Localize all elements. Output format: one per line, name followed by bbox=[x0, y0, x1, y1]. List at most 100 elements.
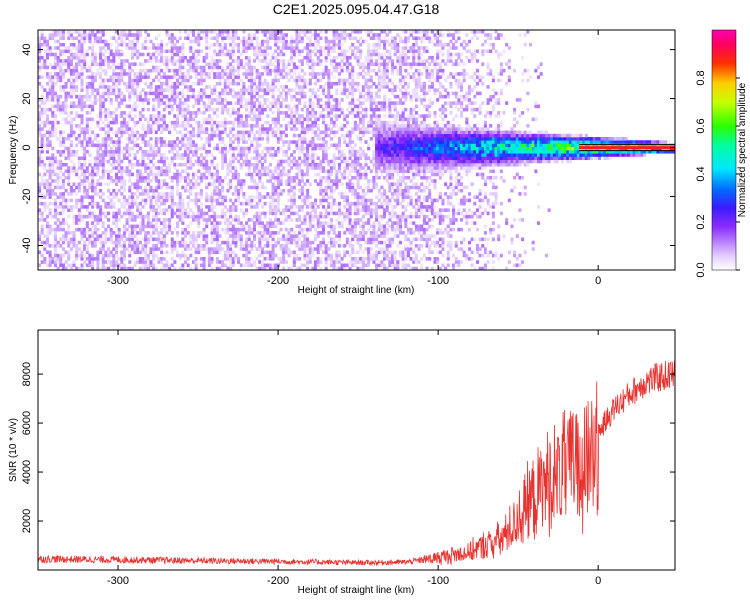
heat-cell-3787 bbox=[274, 130, 278, 135]
heat-cell-1864 bbox=[154, 195, 158, 199]
heat-cell-763 bbox=[85, 192, 89, 196]
heat-cell-4826 bbox=[340, 127, 344, 131]
heat-cell-4353 bbox=[308, 30, 312, 34]
heat-cell-1846 bbox=[152, 52, 156, 57]
heat-cell-3445 bbox=[252, 81, 257, 86]
heat-cell-3492 bbox=[255, 75, 259, 79]
heat-cell-3794 bbox=[274, 85, 278, 89]
heat-cell-1577 bbox=[136, 195, 140, 199]
heat-cell-724 bbox=[83, 175, 87, 180]
heat-cell-3356 bbox=[247, 88, 251, 92]
heat-cell-1052 bbox=[104, 231, 108, 235]
heat-cell-4511 bbox=[319, 49, 323, 53]
heat-cell-1108 bbox=[107, 137, 111, 141]
heat-cell-822 bbox=[88, 75, 92, 79]
heat-cell-1498 bbox=[130, 140, 134, 144]
heat-cell-4476 bbox=[319, 247, 323, 251]
heat-cell-3322 bbox=[245, 46, 249, 50]
heat-cell-2348 bbox=[183, 143, 188, 148]
heat-cell-4567 bbox=[324, 179, 328, 183]
heat-cell-4317 bbox=[308, 224, 312, 229]
heat-cell-3119 bbox=[231, 30, 235, 34]
heat-cell-1971 bbox=[160, 127, 164, 131]
heat-cell-1747 bbox=[146, 172, 150, 177]
heat-cell-4834 bbox=[340, 78, 344, 83]
heat-cell-2731 bbox=[207, 46, 211, 50]
heat-cell-3637 bbox=[266, 257, 270, 261]
heat-cell-162 bbox=[48, 250, 52, 255]
heat-cell-1675 bbox=[141, 101, 145, 105]
heat-cell-4896 bbox=[345, 182, 349, 186]
heat-cell-2061 bbox=[165, 81, 169, 86]
heat-cell-2281 bbox=[181, 250, 185, 255]
heat-cell-1896 bbox=[157, 247, 161, 251]
heat-cell-1166 bbox=[109, 42, 113, 47]
heat-cell-1799 bbox=[149, 117, 153, 122]
heat-cell-845 bbox=[91, 198, 95, 203]
heat-cell-4828 bbox=[340, 111, 344, 115]
heat-cell-917 bbox=[96, 257, 100, 261]
heat-cell-2129 bbox=[170, 146, 174, 151]
heat-cell-44 bbox=[40, 240, 44, 245]
heat-cell-910 bbox=[93, 52, 97, 57]
heat-cell-2217 bbox=[176, 130, 180, 135]
heat-cell-3925 bbox=[282, 62, 286, 66]
heat-cell-607 bbox=[75, 62, 79, 66]
heat-cell-1959 bbox=[160, 185, 164, 190]
heat-cell-2345 bbox=[183, 153, 188, 157]
heat-cell-4629 bbox=[327, 94, 331, 99]
heat-cell-4226 bbox=[303, 247, 307, 251]
heat-cell-17 bbox=[38, 156, 42, 161]
heat-cell-667 bbox=[80, 201, 84, 206]
heat-cell-4346 bbox=[308, 59, 312, 63]
heat-cell-4423 bbox=[314, 81, 318, 86]
heat-cell-351 bbox=[59, 111, 63, 115]
heat-cell-1011 bbox=[101, 211, 105, 216]
heat-cell-3107 bbox=[231, 81, 235, 86]
heat-cell-960 bbox=[99, 234, 103, 238]
heat-cell-731 bbox=[83, 150, 87, 154]
heat-cell-502 bbox=[69, 185, 73, 190]
heat-cell-936 bbox=[96, 156, 100, 161]
heat-cell-475 bbox=[67, 133, 71, 138]
heat-cell-1688 bbox=[144, 253, 148, 258]
heat-cell-3738 bbox=[271, 169, 275, 173]
heat-cell-826 bbox=[88, 39, 92, 44]
heat-cell-3835 bbox=[276, 120, 280, 125]
heat-cell-335 bbox=[59, 205, 63, 209]
heat-cell-1290 bbox=[117, 88, 121, 92]
heat-cell-224 bbox=[51, 120, 55, 125]
heat-cell-1804 bbox=[149, 81, 153, 86]
heat-cell-2019 bbox=[162, 124, 166, 128]
heat-cell-810 bbox=[88, 143, 92, 148]
heat-cell-1883 bbox=[154, 91, 158, 96]
heat-cell-4829 bbox=[340, 107, 344, 112]
heat-cell-3115 bbox=[231, 46, 235, 50]
heat-cell-4925 bbox=[348, 224, 352, 229]
heat-cell-4082 bbox=[292, 88, 296, 92]
heat-cell-2623 bbox=[202, 234, 206, 238]
heat-cell-1096 bbox=[107, 205, 111, 209]
heat-cell-692 bbox=[80, 81, 84, 86]
heat-cell-4974 bbox=[351, 224, 355, 229]
heat-cell-4279 bbox=[306, 188, 310, 193]
heat-cell-3269 bbox=[242, 104, 246, 109]
heat-cell-1681 bbox=[141, 52, 145, 57]
heat-cell-3805 bbox=[274, 36, 278, 41]
heat-cell-4616 bbox=[327, 169, 331, 173]
heat-cell-3764 bbox=[274, 266, 278, 270]
heat-cell-1647 bbox=[141, 250, 145, 255]
heat-cell-84 bbox=[43, 257, 47, 261]
heat-cell-565 bbox=[72, 68, 76, 73]
heat-cell-3596 bbox=[263, 250, 267, 255]
heat-cell-3461 bbox=[255, 211, 259, 216]
heat-cell-3153 bbox=[234, 42, 238, 47]
heat-cell-1956 bbox=[160, 198, 164, 203]
heat-cell-344 bbox=[59, 159, 63, 164]
heat-cell-3801 bbox=[274, 55, 278, 60]
heat-cell-4447 bbox=[316, 172, 320, 177]
heat-cell-3019 bbox=[226, 78, 230, 83]
heat-cell-1401 bbox=[125, 172, 129, 177]
heat-cell-628 bbox=[77, 175, 81, 180]
heat-cell-1170 bbox=[112, 260, 116, 264]
